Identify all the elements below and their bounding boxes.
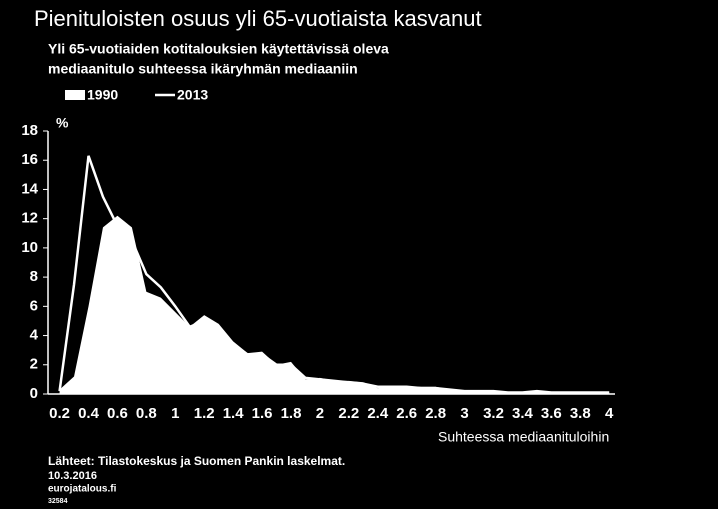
- y-tick-label: 10: [21, 239, 38, 256]
- id-note: 32584: [48, 498, 68, 505]
- legend-label: 1990: [87, 87, 118, 103]
- y-tick-label: 18: [21, 122, 38, 139]
- x-tick-label: 2: [316, 405, 324, 422]
- source-note: Lähteet: Tilastokeskus ja Suomen Pankin …: [48, 454, 345, 468]
- x-tick-label: 2.8: [425, 405, 446, 422]
- y-tick-label: 12: [21, 210, 38, 227]
- x-tick-label: 0.2: [49, 405, 70, 422]
- x-tick-label: 0.4: [78, 405, 100, 422]
- x-tick-label: 2.4: [367, 405, 389, 422]
- y-tick-label: 2: [30, 356, 38, 373]
- legend-swatch: [65, 90, 85, 100]
- subtitle: Yli 65-vuotiaiden kotitalouksien käytett…: [48, 41, 389, 57]
- x-tick-label: 0.8: [136, 405, 157, 422]
- y-tick-label: 0: [30, 385, 38, 402]
- x-tick-label: 1.2: [194, 405, 215, 422]
- x-tick-label: 3.8: [570, 405, 591, 422]
- x-tick-label: 2.2: [338, 405, 359, 422]
- y-tick-label: 14: [21, 180, 38, 197]
- x-tick-label: 4: [605, 405, 614, 422]
- y-axis-label: %: [56, 115, 69, 131]
- x-tick-label: 1.4: [223, 405, 245, 422]
- area: [59, 215, 610, 394]
- y-tick-label: 8: [30, 268, 38, 285]
- x-tick-label: 1.8: [281, 405, 302, 422]
- x-tick-label: 3.2: [483, 405, 504, 422]
- x-tick-label: 1.6: [252, 405, 273, 422]
- x-tick-label: 2.6: [396, 405, 417, 422]
- x-tick-label: 3: [460, 405, 468, 422]
- x-tick-label: 0.6: [107, 405, 128, 422]
- chart-title: Pienituloisten osuus yli 65-vuotiaista k…: [34, 6, 482, 31]
- y-tick-label: 16: [21, 151, 38, 168]
- x-tick-label: 3.6: [541, 405, 562, 422]
- subtitle: mediaanitulo suhteessa ikäryhmän mediaan…: [48, 61, 358, 77]
- x-axis-label: Suhteessa mediaanituloihin: [438, 429, 609, 445]
- date-note: 10.3.2016: [48, 470, 97, 482]
- x-tick-label: 3.4: [512, 405, 534, 422]
- y-tick-label: 6: [30, 297, 38, 314]
- line: [58, 155, 610, 394]
- y-tick-label: 4: [30, 327, 39, 344]
- x-tick-label: 1: [171, 405, 179, 422]
- legend-label: 2013: [177, 87, 208, 103]
- site-note: eurojatalous.fi: [48, 484, 117, 495]
